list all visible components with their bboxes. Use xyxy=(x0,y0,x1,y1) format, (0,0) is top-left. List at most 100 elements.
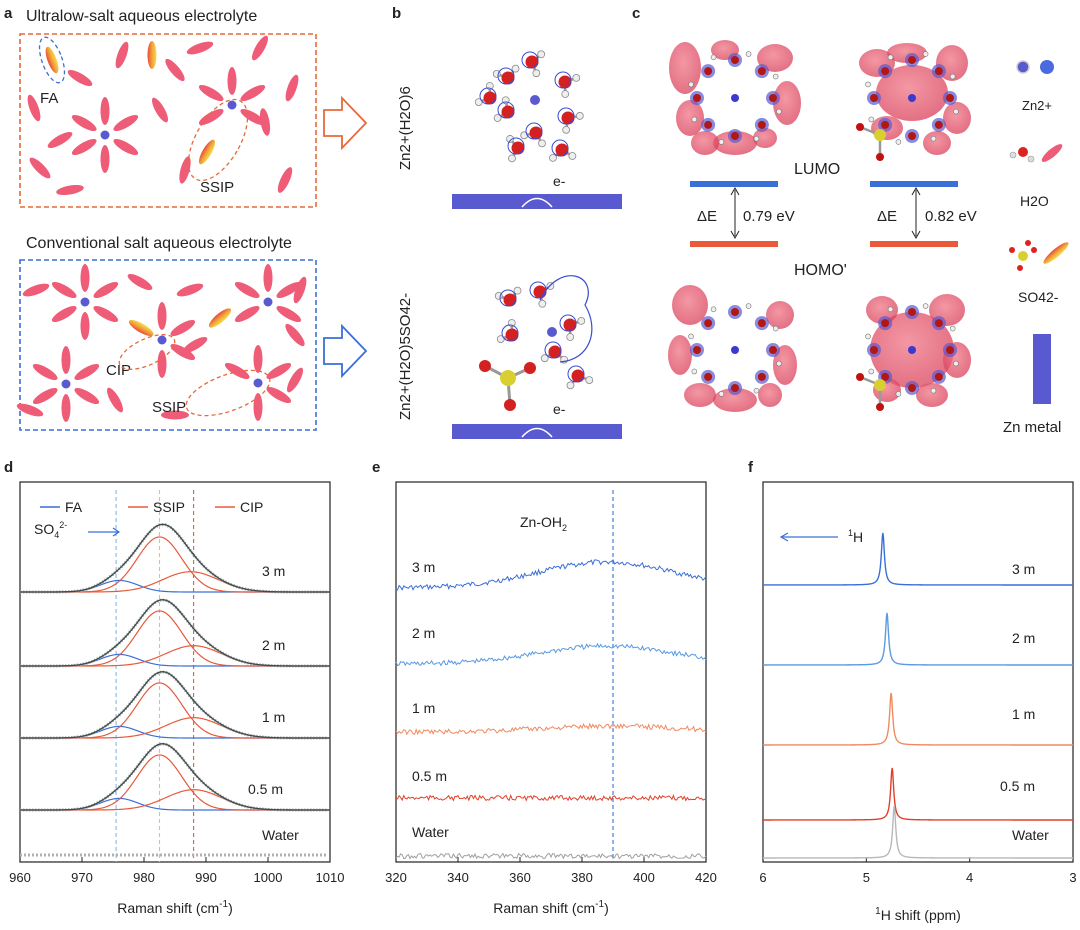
zn-hexahydrate-molecule xyxy=(474,50,584,163)
series-label: 0.5 m xyxy=(1000,778,1035,794)
water-molecule xyxy=(165,58,185,82)
cip-circle xyxy=(118,334,176,370)
plot-d-data: 960 970 980 990 1000 1010 3 m 2 m 1 m 0.5 m Water F… xyxy=(9,490,344,885)
water-molecule xyxy=(61,346,71,374)
fit-envelope xyxy=(20,523,330,593)
plot-f-data: 6 5 4 3 3 m 2 m 1 m 0.5 m Water 1H xyxy=(759,528,1076,885)
ultralow-salt-molecules xyxy=(27,35,299,196)
water-molecule xyxy=(106,387,124,413)
water-molecule xyxy=(251,35,269,61)
homo-level-right xyxy=(870,241,958,247)
legend-zn: Zn2+ xyxy=(1022,98,1052,113)
zn-atom xyxy=(547,327,557,337)
water-molecule xyxy=(93,305,119,323)
fit-envelope xyxy=(20,671,330,739)
water-molecule xyxy=(80,312,90,340)
water-molecule xyxy=(32,363,58,381)
zn-oh2-annotation: Zn-OH2 xyxy=(520,514,567,533)
plot-d-frame xyxy=(19,481,331,863)
zn-ion xyxy=(157,335,167,345)
water-molecule xyxy=(16,403,44,417)
lumo-label: LUMO xyxy=(794,161,840,178)
x-tick-label: 4 xyxy=(966,870,973,885)
x-tick-label: 340 xyxy=(447,870,469,885)
raman-trace xyxy=(395,794,707,802)
lumo-orbital-left xyxy=(669,40,801,155)
electron-transfer-top xyxy=(521,197,553,208)
water-molecule xyxy=(74,387,100,405)
series-label: 3 m xyxy=(262,563,285,579)
fa-label: FA xyxy=(40,90,58,107)
oxygen-atom xyxy=(548,345,562,359)
conventional-salt-molecules xyxy=(16,264,307,422)
water-molecule xyxy=(186,41,214,55)
water-molecule xyxy=(293,276,307,304)
x-tick-label: 380 xyxy=(571,870,593,885)
zn-sulfate-molecule xyxy=(479,275,594,411)
water-molecule xyxy=(285,74,299,102)
electron-label-top: e- xyxy=(553,173,566,189)
water-molecule xyxy=(170,319,196,337)
oxygen-atom xyxy=(505,328,519,342)
sulfur-atom xyxy=(500,370,516,386)
lumo-level-right xyxy=(870,181,958,187)
fit-component xyxy=(20,754,330,811)
water-molecule xyxy=(276,281,302,299)
plot-f-frame xyxy=(762,481,1074,863)
zn-electrode-bottom xyxy=(452,424,622,439)
water-molecule xyxy=(227,67,237,95)
zn-atom xyxy=(530,95,540,105)
legend-zn-metal: Zn metal xyxy=(1003,419,1061,436)
nmr-trace xyxy=(763,612,1073,666)
water-molecule xyxy=(198,108,224,126)
raw-data xyxy=(19,598,327,668)
water-molecule xyxy=(113,114,139,132)
panel-c-label: c xyxy=(632,5,640,22)
water-molecule xyxy=(51,281,77,299)
legend-column: Zn2+ H2O SO42- Zn metal xyxy=(1003,60,1069,436)
oxygen-atom xyxy=(525,55,539,69)
x-tick-label: 5 xyxy=(863,870,870,885)
panel-a-top-title: Ultralow-salt aqueous electrolyte xyxy=(26,8,257,25)
panel-b-label: b xyxy=(392,5,401,22)
x-tick-label: 960 xyxy=(9,870,31,885)
fit-component xyxy=(20,653,330,667)
water-molecule xyxy=(74,363,100,381)
legend-water-icon xyxy=(1018,147,1028,157)
x-tick-label: 320 xyxy=(385,870,407,885)
water-molecule xyxy=(67,69,93,87)
plot-e-xlabel: Raman shift (cm-1) xyxy=(493,899,609,916)
nmr-trace xyxy=(763,692,1073,746)
conventional-salt-box xyxy=(19,259,317,431)
zn-ion xyxy=(100,130,110,140)
water-molecule xyxy=(276,305,302,323)
water-molecule xyxy=(157,302,167,330)
water-molecule xyxy=(32,387,58,405)
raman-trace xyxy=(395,559,707,591)
zn-ion xyxy=(253,378,263,388)
water-molecule xyxy=(47,131,73,149)
water-molecule xyxy=(266,386,292,404)
delta-e-left-value: 0.79 eV xyxy=(743,208,795,225)
plot-f-xlabel: 1H shift (ppm) xyxy=(875,906,961,923)
x-tick-label: 990 xyxy=(195,870,217,885)
sulfate-ion xyxy=(128,319,154,337)
oxygen-atom xyxy=(511,141,525,155)
arrow-bottom xyxy=(323,323,368,379)
cip-label: CIP xyxy=(106,362,131,379)
oxygen-atom xyxy=(555,143,569,157)
oxygen-atom xyxy=(501,105,515,119)
x-tick-label: 6 xyxy=(759,870,766,885)
water-molecule xyxy=(100,97,110,125)
oxygen-atom xyxy=(483,91,497,105)
delta-e-left-symbol: ΔE xyxy=(697,208,717,225)
x-tick-label: 3 xyxy=(1069,870,1076,885)
water-molecule xyxy=(176,283,204,297)
water-molecule xyxy=(29,157,51,179)
water-molecule xyxy=(127,273,153,291)
homo-level-left xyxy=(690,241,778,247)
panel-e-label: e xyxy=(372,459,380,476)
x-tick-label: 420 xyxy=(695,870,717,885)
orbital-isosurfaces xyxy=(668,40,971,412)
